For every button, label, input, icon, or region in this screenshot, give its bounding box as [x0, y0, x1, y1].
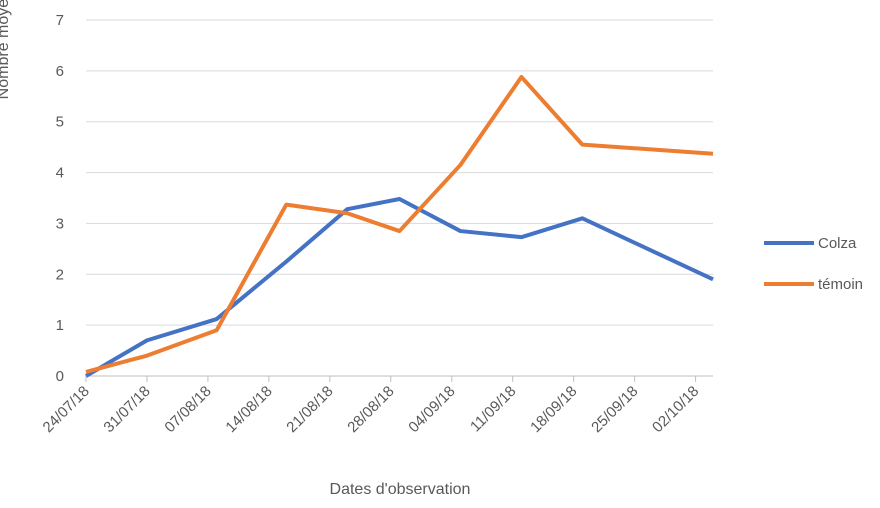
- y-tick-label: 6: [56, 63, 64, 80]
- x-tick-label: 25/09/18: [588, 383, 641, 436]
- series-line: [84, 197, 714, 378]
- x-axis-label: Dates d'observation: [330, 481, 471, 498]
- x-tick-label: 04/09/18: [405, 383, 458, 436]
- x-tick-label: 02/10/18: [649, 383, 702, 436]
- y-tick-label: 1: [56, 317, 64, 334]
- x-tick-label: 21/08/18: [283, 383, 336, 436]
- y-tick-label: 0: [56, 368, 64, 385]
- series-line: [85, 74, 714, 374]
- x-tick-label: 07/08/18: [161, 383, 214, 436]
- x-tick-label: 24/07/18: [40, 383, 93, 436]
- y-tick-label: 4: [56, 165, 64, 182]
- legend-label: témoin: [818, 276, 863, 293]
- x-tick-label: 31/07/18: [100, 383, 153, 436]
- y-tick-label: 2: [56, 266, 64, 283]
- x-tick-label: 11/09/18: [467, 383, 520, 436]
- x-tick-label: 14/08/18: [222, 383, 275, 436]
- y-tick-label: 3: [56, 215, 64, 232]
- x-tick-label: 18/09/18: [527, 383, 580, 436]
- x-tick-label: 28/08/18: [344, 383, 397, 436]
- legend-label: Colza: [818, 235, 857, 252]
- y-tick-label: 7: [56, 12, 64, 29]
- y-axis-label: Nombre moyen de punaises piégées: [0, 0, 12, 99]
- y-tick-label: 5: [56, 114, 64, 131]
